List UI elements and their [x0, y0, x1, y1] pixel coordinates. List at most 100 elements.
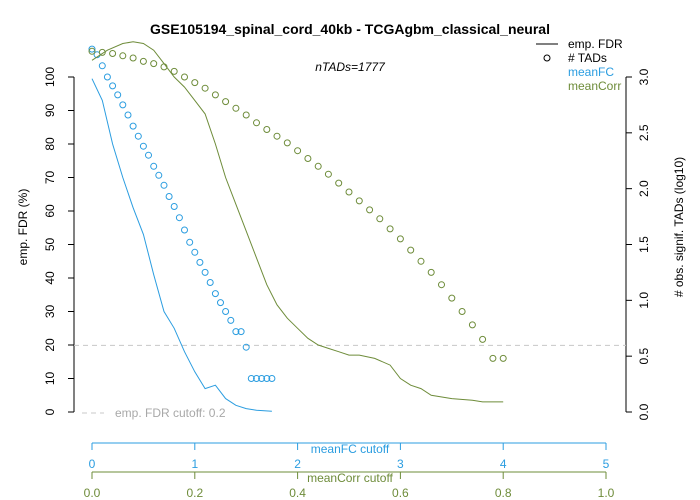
y-left-tick-label: 10 — [43, 372, 57, 386]
meanfc-tads-point — [242, 343, 250, 351]
meanfc-tads-point — [103, 73, 111, 81]
meanfc-tads-point — [253, 375, 260, 382]
meancorr-tads-point — [468, 321, 476, 329]
x-meancorr-tick-label: 0.8 — [495, 486, 512, 500]
meanfc-tads-point — [201, 268, 209, 276]
meanfc-tads-point — [124, 111, 132, 119]
legend-circle-swatch — [543, 54, 551, 62]
y-left-tick-label: 80 — [43, 137, 57, 151]
y-left-tick-label: 100 — [43, 67, 57, 87]
meanfc-tads-point — [175, 214, 183, 222]
meancorr-tads-point — [407, 246, 415, 254]
y-left-tick-label: 50 — [43, 238, 57, 252]
meanfc-tads-point — [98, 62, 106, 70]
x-meanfc-tick-label: 3 — [397, 457, 404, 471]
meancorr-tads-point — [211, 91, 219, 99]
y-left-axis-title: emp. FDR (%) — [16, 189, 30, 266]
meanfc-tads-point — [165, 193, 173, 200]
meanfc-tads-point — [181, 226, 188, 234]
meanfc-tads-point — [114, 91, 122, 99]
meanfc-tads-point — [109, 82, 117, 90]
x-meanfc-tick-label: 2 — [294, 457, 301, 471]
meancorr-tads-point — [314, 162, 322, 170]
meanfc-tads-point — [232, 328, 240, 336]
meanfc-tads-point — [155, 171, 163, 179]
y-right-tick-label: 0.0 — [637, 403, 651, 420]
meanfc-tads-point — [237, 328, 245, 336]
y-left-tick-label: 40 — [43, 271, 57, 285]
meanfc-tads-point — [211, 290, 219, 298]
meanfc-tads-point — [217, 299, 224, 307]
y-right-tick-label: 1.0 — [637, 292, 651, 309]
y-left-tick-label: 90 — [43, 104, 57, 118]
x-meanfc-axis-title: meanFC cutoff — [311, 442, 390, 456]
meancorr-tads-point — [98, 48, 106, 56]
y-right-tick-label: 2.0 — [637, 180, 651, 197]
y-left-tick-label: 0 — [43, 408, 57, 415]
meancorr-tads-point — [253, 119, 260, 127]
x-meanfc-tick-label: 5 — [603, 457, 610, 471]
x-meanfc-tick-label: 0 — [89, 457, 96, 471]
meanfc-fdr-line — [91, 78, 272, 412]
meanfc-tads-point — [191, 248, 199, 256]
meanfc-tads-point — [170, 203, 178, 210]
y-right-axis-title: # obs. signif. TADs (log10) — [672, 157, 686, 297]
meancorr-tads-point — [499, 354, 507, 362]
x-meancorr-tick-label: 0.0 — [84, 486, 101, 500]
x-meanfc-tick-label: 1 — [191, 457, 198, 471]
meancorr-tads-point — [160, 63, 168, 71]
x-meancorr-tick-label: 0.4 — [289, 486, 306, 500]
meancorr-tads-point — [355, 197, 363, 205]
meanfc-tads-point — [196, 258, 204, 266]
meancorr-tads-point — [273, 132, 281, 140]
meancorr-tads-point — [263, 126, 271, 133]
meanfc-tads-point — [222, 308, 230, 315]
meancorr-tads-point — [129, 54, 137, 62]
meanfc-tads-point — [263, 375, 271, 382]
x-meancorr-axis-title: meanCorr cutoff — [307, 471, 393, 485]
meancorr-tads-point — [201, 84, 209, 92]
meanfc-tads-point — [134, 132, 142, 140]
y-right-tick-label: 0.5 — [637, 348, 651, 365]
meancorr-tads-point — [345, 188, 353, 196]
meancorr-tads-point — [191, 79, 199, 87]
y-right-tick-label: 1.5 — [637, 236, 651, 253]
meancorr-tads-point — [427, 268, 435, 276]
meancorr-tads-point — [232, 104, 240, 112]
meancorr-tads-point — [366, 206, 374, 214]
meancorr-tads-point — [489, 354, 497, 362]
meanfc-tads-point — [119, 101, 127, 109]
meancorr-tads-point — [283, 139, 291, 147]
x-meancorr-tick-label: 1.0 — [598, 486, 615, 500]
meanfc-tads-point — [145, 151, 152, 159]
meancorr-tads-point — [438, 281, 445, 289]
meancorr-tads-point — [386, 225, 394, 233]
meancorr-tads-point — [479, 335, 487, 343]
x-meanfc-tick-label: 4 — [500, 457, 507, 471]
meancorr-tads-point — [324, 170, 332, 178]
meancorr-tads-point — [150, 60, 158, 68]
y-left-tick-label: 60 — [43, 204, 57, 218]
meancorr-tads-point — [88, 47, 96, 55]
meancorr-tads-point — [109, 50, 117, 57]
meanfc-tads-point — [160, 181, 168, 189]
meancorr-fdr-line — [91, 41, 504, 403]
axes: 01020304050607080901000.00.51.01.52.02.5… — [43, 67, 651, 500]
meanfc-tads-point — [206, 279, 214, 286]
x-meancorr-tick-label: 0.2 — [186, 486, 203, 500]
meanfc-tads-point — [139, 142, 147, 150]
meanfc-tads-point — [258, 375, 266, 382]
meancorr-tads-point — [458, 308, 466, 315]
meancorr-tads-point — [242, 111, 250, 119]
x-meancorr-tick-label: 0.6 — [392, 486, 409, 500]
meancorr-tads-point — [222, 98, 230, 106]
meancorr-tads-point — [181, 73, 188, 81]
legend-label-emp-fdr: emp. FDR — [568, 37, 623, 51]
meancorr-tads-point — [139, 57, 147, 65]
ntads-annotation: nTADs=1777 — [315, 60, 386, 74]
meanfc-tads-point — [129, 122, 137, 130]
meancorr-tads-point — [304, 155, 312, 162]
meanfc-tads-point — [227, 316, 235, 324]
cutoff-legend: emp. FDR cutoff: 0.2 — [82, 406, 226, 420]
